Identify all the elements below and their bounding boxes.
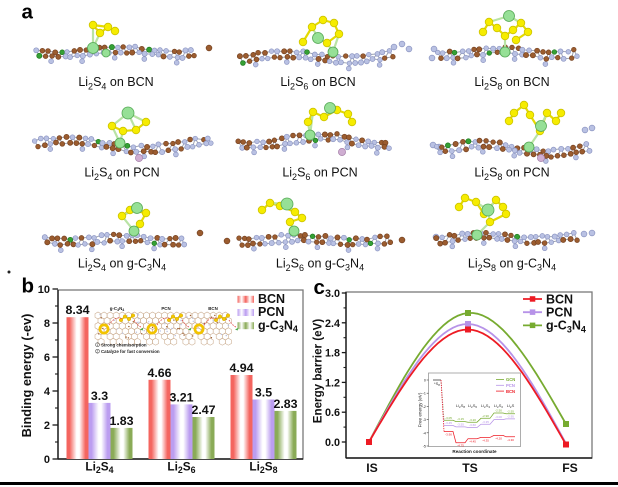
svg-text:6: 6 (44, 352, 50, 364)
svg-text:-3.60: -3.60 (469, 423, 476, 427)
svg-text:Li2S2: Li2S2 (494, 403, 503, 409)
svg-text:Li2S8 on BCN: Li2S8 on BCN (474, 75, 549, 91)
svg-text:PCN: PCN (258, 305, 284, 319)
svg-text:-5: -5 (423, 445, 426, 449)
svg-text:-3.90: -3.90 (445, 433, 452, 437)
svg-text:-2.50: -2.50 (495, 409, 502, 413)
svg-text:Strong chemisorption: Strong chemisorption (101, 343, 147, 348)
svg-text:-3.55: -3.55 (457, 423, 464, 427)
svg-text:1.2: 1.2 (325, 377, 340, 389)
svg-text:3.21: 3.21 (169, 390, 193, 404)
svg-text:a: a (22, 1, 34, 24)
svg-text:1: 1 (97, 343, 99, 347)
svg-text:Li2S4: Li2S4 (85, 460, 113, 476)
svg-text:-1: -1 (423, 392, 426, 396)
svg-text:2: 2 (44, 420, 50, 432)
svg-text:-4.20: -4.20 (495, 436, 502, 440)
svg-text:g-C3N4: g-C3N4 (546, 319, 586, 335)
svg-text:BCN: BCN (258, 292, 285, 306)
svg-text:-4.75: -4.75 (457, 444, 464, 448)
svg-text:Li2S4 on BCN: Li2S4 on BCN (78, 75, 153, 91)
svg-text:3.0: 3.0 (325, 288, 340, 300)
svg-text:2.47: 2.47 (191, 403, 215, 417)
svg-text:PCN: PCN (161, 306, 170, 311)
svg-text:8.34: 8.34 (65, 303, 89, 317)
svg-text:-3.05: -3.05 (445, 416, 452, 420)
svg-text:-3.15: -3.15 (457, 417, 464, 421)
svg-text:Li2S6 on BCN: Li2S6 on BCN (280, 75, 355, 91)
svg-text:-2.95: -2.95 (507, 415, 514, 419)
svg-text:Li2S8 on g-C3N4: Li2S8 on g-C3N4 (468, 257, 556, 273)
svg-text:-4.30: -4.30 (507, 438, 514, 442)
svg-text:FS: FS (562, 461, 578, 475)
svg-text:c: c (314, 276, 325, 299)
svg-text:PCN: PCN (506, 383, 515, 388)
svg-text:Li2S8: Li2S8 (249, 460, 277, 476)
svg-text:Li2S: Li2S (507, 403, 515, 409)
svg-text:Li2S4 on PCN: Li2S4 on PCN (84, 166, 159, 182)
svg-text:0.6: 0.6 (325, 407, 340, 419)
svg-text:Reaction coordinate: Reaction coordinate (452, 449, 497, 454)
svg-text:-3: -3 (423, 418, 426, 422)
svg-text:Li2S6 on PCN: Li2S6 on PCN (282, 166, 357, 182)
svg-text:2.83: 2.83 (273, 397, 297, 411)
svg-text:Li2S4 on g-C3N4: Li2S4 on g-C3N4 (78, 257, 166, 273)
svg-text:-2.55: -2.55 (507, 409, 514, 413)
svg-text:-3.45: -3.45 (445, 421, 452, 425)
svg-text:4.66: 4.66 (147, 366, 171, 380)
svg-text:-4: -4 (423, 431, 426, 435)
svg-text:0.0: 0.0 (325, 437, 340, 449)
svg-text:Free energy (eV): Free energy (eV) (418, 392, 423, 427)
svg-text:Li2S4: Li2S4 (481, 403, 490, 409)
svg-text:Energy barrier (eV): Energy barrier (eV) (312, 319, 325, 424)
svg-text:*S8: *S8 (434, 381, 440, 387)
svg-text:Li2S8: Li2S8 (456, 403, 465, 409)
svg-text:3.5: 3.5 (255, 386, 272, 400)
svg-text:8: 8 (44, 318, 50, 330)
svg-text:-2: -2 (423, 405, 426, 409)
svg-text:-3.20: -3.20 (469, 418, 476, 422)
svg-text:2.4: 2.4 (325, 318, 340, 330)
svg-text:-2.90: -2.90 (482, 414, 489, 418)
svg-text:Binding energy (-ev): Binding energy (-ev) (19, 314, 34, 438)
svg-text:-3.35: -3.35 (482, 420, 489, 424)
svg-text:0: 0 (424, 379, 426, 383)
svg-text:Li2S6: Li2S6 (167, 460, 195, 476)
svg-text:PCN: PCN (546, 306, 572, 320)
svg-text:Li2S6: Li2S6 (468, 403, 477, 409)
svg-text:g-C3N4: g-C3N4 (110, 306, 125, 312)
svg-text:Li2S6 on g-C3N4: Li2S6 on g-C3N4 (276, 257, 364, 273)
svg-text:10: 10 (38, 284, 50, 296)
svg-text:3.3: 3.3 (91, 389, 108, 403)
svg-text:Catalyze for fast conversion: Catalyze for fast conversion (101, 349, 160, 354)
svg-text:4: 4 (44, 386, 51, 398)
svg-text:IS: IS (366, 461, 378, 475)
svg-text:BCN: BCN (506, 389, 515, 394)
svg-text:-4.45: -4.45 (469, 440, 476, 444)
svg-text:g-C3N4: g-C3N4 (258, 318, 298, 334)
svg-text:b: b (22, 275, 35, 298)
svg-text:TS: TS (462, 461, 478, 475)
svg-text:-4.35: -4.35 (482, 438, 489, 442)
svg-text:1.83: 1.83 (109, 414, 133, 428)
svg-text:Li2S8 on PCN: Li2S8 on PCN (474, 166, 549, 182)
svg-text:4.94: 4.94 (229, 361, 253, 375)
svg-text:BCN: BCN (208, 306, 218, 311)
svg-text:-3.00: -3.00 (495, 415, 502, 419)
svg-text:GCN: GCN (506, 377, 515, 382)
svg-text:2: 2 (97, 350, 99, 354)
svg-text:0: 0 (44, 454, 50, 466)
svg-text:BCN: BCN (546, 292, 573, 306)
svg-text:1.8: 1.8 (325, 348, 340, 360)
